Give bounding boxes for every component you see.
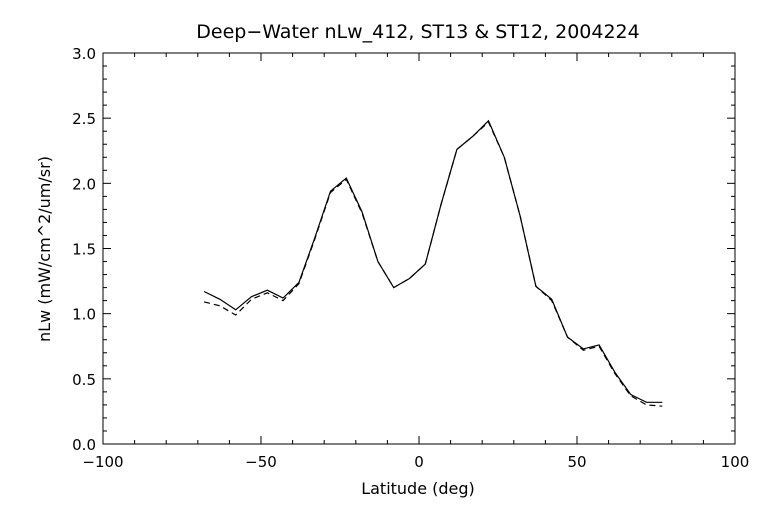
y-tick-label: 1.5 bbox=[72, 241, 96, 259]
x-tick-label: −100 bbox=[82, 453, 123, 471]
y-axis-label: nLw (mW/cm^2/um/sr) bbox=[35, 156, 54, 342]
x-tick-label: 50 bbox=[567, 453, 586, 471]
y-tick-label: 2.0 bbox=[72, 175, 96, 193]
y-tick-label: 2.5 bbox=[72, 110, 96, 128]
plot-frame bbox=[102, 52, 736, 445]
series-lines bbox=[203, 119, 663, 407]
y-tick-label: 3.0 bbox=[72, 45, 96, 63]
y-tick-label: 1.0 bbox=[72, 306, 96, 324]
x-tick-label: −50 bbox=[245, 453, 277, 471]
series-line-solid bbox=[203, 119, 663, 403]
y-tick-label: 0.5 bbox=[72, 371, 96, 389]
chart-title: Deep−Water nLw_412, ST13 & ST12, 2004224 bbox=[196, 21, 640, 43]
x-axis-label: Latitude (deg) bbox=[361, 479, 475, 498]
x-tick-label: 0 bbox=[414, 453, 424, 471]
x-tick-label: 100 bbox=[721, 453, 750, 471]
axis-ticks bbox=[102, 52, 736, 445]
tick-labels: −100 −50 0 50 100 0.0 0.5 1.0 1.5 2.0 2.5 3.0 bbox=[72, 45, 749, 471]
series-line-dashed bbox=[203, 121, 663, 407]
y-tick-label: 0.0 bbox=[72, 436, 96, 454]
